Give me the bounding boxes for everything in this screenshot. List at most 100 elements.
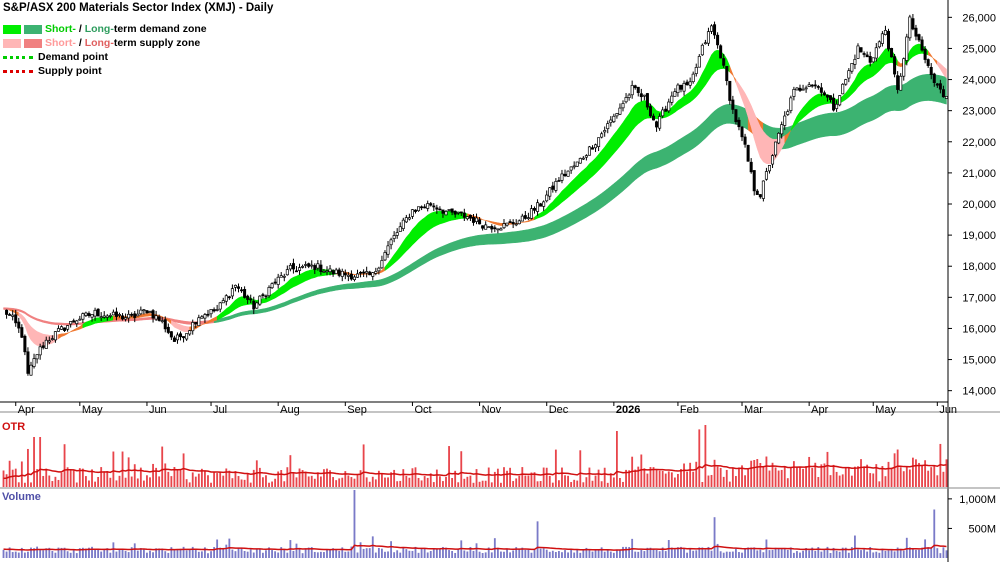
- candle-body: [136, 313, 140, 317]
- candle-body: [148, 311, 152, 313]
- candle-body: [896, 75, 900, 90]
- x-tick-label: Jun: [149, 404, 167, 416]
- candle-body: [630, 85, 634, 96]
- candle-body: [23, 335, 27, 353]
- candle-body: [908, 16, 912, 39]
- candle-body: [459, 211, 463, 214]
- candle-body: [468, 214, 472, 219]
- candle-body: [737, 119, 741, 128]
- candle-body: [615, 113, 619, 117]
- candle-body: [499, 228, 503, 231]
- candle-body: [532, 207, 537, 211]
- candle-body: [471, 216, 475, 223]
- candle-body: [697, 56, 701, 68]
- candle-body: [337, 269, 341, 276]
- candle-body: [536, 202, 540, 212]
- candle-body: [841, 83, 845, 95]
- candle-body: [410, 209, 414, 217]
- y-tick-label: 22,000: [962, 137, 996, 149]
- long-term-zone: [763, 73, 947, 150]
- candle-body: [612, 115, 616, 123]
- candle-body: [865, 54, 869, 58]
- candle-body: [725, 66, 729, 82]
- candle-body: [941, 89, 945, 98]
- candle-body: [108, 315, 112, 317]
- candle-body: [417, 206, 421, 212]
- legend-demand-zone: Short- / Long- term demand zone: [3, 22, 273, 36]
- candle-body: [209, 309, 213, 315]
- legend-short-label: Short-: [45, 23, 76, 35]
- candle-body: [450, 208, 454, 213]
- legend-supply-point: Supply point: [3, 64, 273, 78]
- candle-body: [20, 327, 24, 338]
- candle-body: [11, 314, 15, 317]
- candle-body: [597, 137, 601, 147]
- candle-body: [871, 57, 875, 63]
- candle-body: [505, 222, 509, 226]
- legend: S&P/ASX 200 Materials Sector Index (XMJ)…: [3, 2, 273, 78]
- candle-body: [59, 326, 64, 330]
- candle-body: [905, 36, 909, 61]
- short-supply-swatch: [3, 38, 21, 48]
- candle-body: [44, 339, 48, 349]
- candle-body: [404, 217, 408, 223]
- x-tick-label: 2026: [616, 404, 640, 416]
- legend-supply-point-label: Supply point: [38, 65, 102, 77]
- candle-body: [331, 270, 335, 275]
- candle-body: [514, 223, 518, 226]
- candle-body: [804, 87, 808, 90]
- candle-body: [749, 161, 753, 173]
- candle-body: [169, 331, 173, 338]
- candle-body: [50, 338, 54, 340]
- candle-body: [29, 364, 33, 376]
- candle-body: [47, 340, 51, 343]
- y-tick-label: 21,000: [962, 168, 996, 180]
- candle-body: [160, 320, 164, 322]
- candle-body: [859, 47, 863, 53]
- candle-body: [203, 314, 207, 319]
- legend-rest-label: term supply zone: [113, 37, 201, 49]
- candle-body: [371, 272, 375, 277]
- candle-body: [783, 115, 787, 126]
- short-term-zone: [937, 60, 947, 79]
- candle-body: [154, 315, 158, 320]
- candle-body: [639, 93, 643, 98]
- candle-body: [691, 73, 695, 83]
- candle-body: [496, 228, 500, 231]
- demand-point-swatch: [3, 55, 33, 59]
- candle-body: [554, 181, 558, 191]
- candle-body: [673, 91, 677, 97]
- candle-body: [316, 263, 320, 269]
- candle-body: [475, 217, 479, 222]
- y-tick-label: 16,000: [962, 323, 996, 335]
- candle-body: [185, 333, 189, 340]
- candle-body: [789, 97, 793, 111]
- candle-body: [581, 157, 585, 160]
- candle-body: [255, 302, 259, 309]
- legend-short-label: Short-: [45, 37, 76, 49]
- candle-body: [453, 210, 457, 215]
- candle-body: [227, 296, 231, 299]
- candle-body: [526, 217, 530, 219]
- candle-body: [301, 266, 305, 268]
- candle-body: [172, 337, 176, 342]
- candle-body: [285, 269, 289, 276]
- legend-demand-point: Demand point: [3, 50, 273, 64]
- candle-body: [655, 121, 659, 128]
- candle-body: [298, 267, 302, 271]
- candle-body: [14, 314, 18, 324]
- candle-body: [99, 316, 103, 319]
- candle-body: [401, 219, 405, 229]
- legend-sep: /: [75, 23, 85, 35]
- candle-body: [282, 275, 286, 278]
- volume-bars: [2, 490, 948, 558]
- candle-body: [880, 33, 884, 44]
- candle-body: [8, 314, 12, 316]
- long-demand-swatch: [24, 24, 42, 34]
- candle-body: [145, 310, 149, 314]
- candle-body: [304, 264, 308, 266]
- candle-body: [920, 39, 924, 51]
- candle-body: [435, 207, 439, 210]
- candle-body: [642, 94, 646, 97]
- candle-body: [929, 66, 933, 76]
